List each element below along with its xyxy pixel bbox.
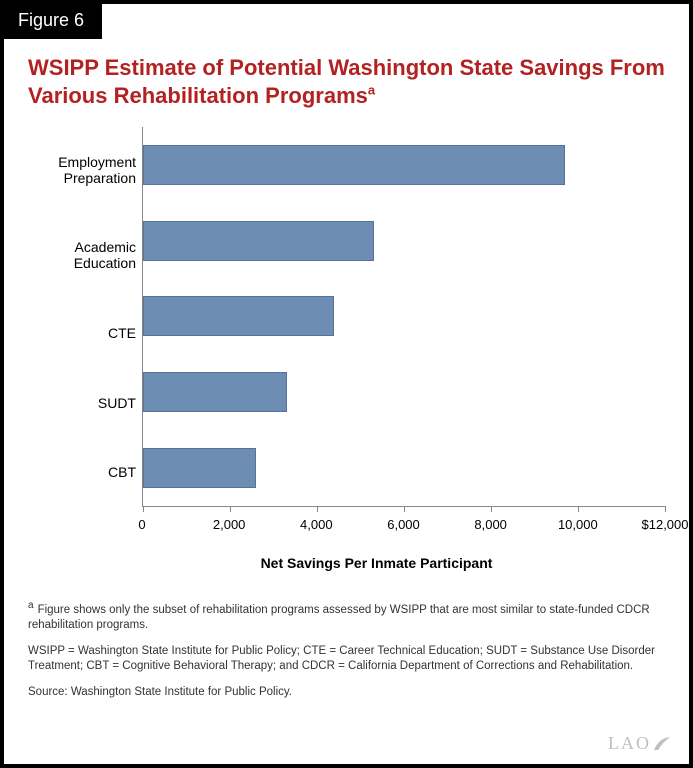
chart-title: WSIPP Estimate of Potential Washington S…: [28, 54, 665, 109]
footnotes: aFigure shows only the subset of rehabil…: [28, 599, 665, 700]
x-ticks: [143, 506, 665, 512]
x-axis-title: Net Savings Per Inmate Participant: [88, 555, 665, 571]
bar: [143, 221, 374, 261]
x-tick: [491, 506, 492, 512]
bar: [143, 296, 334, 336]
y-label: SUDT: [32, 395, 136, 411]
x-tick: [143, 506, 144, 512]
title-superscript: a: [368, 82, 375, 97]
y-label: CTE: [32, 325, 136, 341]
bar: [143, 145, 565, 185]
x-tick: [665, 506, 666, 512]
x-tick: [404, 506, 405, 512]
bar: [143, 372, 287, 412]
figure-frame: Figure 6 WSIPP Estimate of Potential Was…: [0, 0, 693, 768]
bar: [143, 448, 256, 488]
lao-quill-icon: [653, 736, 671, 752]
x-tick-label: 2,000: [213, 517, 246, 532]
x-tick-label: $12,000: [642, 517, 689, 532]
figure-tab: Figure 6: [0, 0, 102, 39]
footnote-source: Source: Washington State Institute for P…: [28, 685, 665, 701]
footnote-defs: WSIPP = Washington State Institute for P…: [28, 644, 665, 675]
plot-area: [142, 127, 665, 507]
chart-area: EmploymentPreparation AcademicEducation CT…: [32, 127, 665, 507]
x-tick-label: 10,000: [558, 517, 598, 532]
title-text: WSIPP Estimate of Potential Washington S…: [28, 55, 665, 108]
x-tick-label: 6,000: [387, 517, 420, 532]
y-axis-labels: EmploymentPreparation AcademicEducation CT…: [32, 127, 142, 507]
x-tick-label: 0: [138, 517, 145, 532]
x-axis-labels: 02,0004,0006,0008,00010,000$12,000: [142, 517, 665, 537]
y-label: AcademicEducation: [32, 239, 136, 271]
x-tick-label: 4,000: [300, 517, 333, 532]
footnote-a-marker: a: [28, 600, 34, 611]
x-tick-label: 8,000: [474, 517, 507, 532]
figure-body: WSIPP Estimate of Potential Washington S…: [4, 4, 689, 726]
x-tick: [317, 506, 318, 512]
footnote-a: aFigure shows only the subset of rehabil…: [28, 599, 665, 634]
lao-text: LAO: [608, 733, 651, 754]
y-label: EmploymentPreparation: [32, 154, 136, 186]
footnote-a-text: Figure shows only the subset of rehabili…: [28, 604, 650, 632]
lao-watermark: LAO: [608, 733, 671, 754]
y-label: CBT: [32, 464, 136, 480]
bars-container: [143, 127, 665, 506]
x-tick: [230, 506, 231, 512]
x-tick: [578, 506, 579, 512]
